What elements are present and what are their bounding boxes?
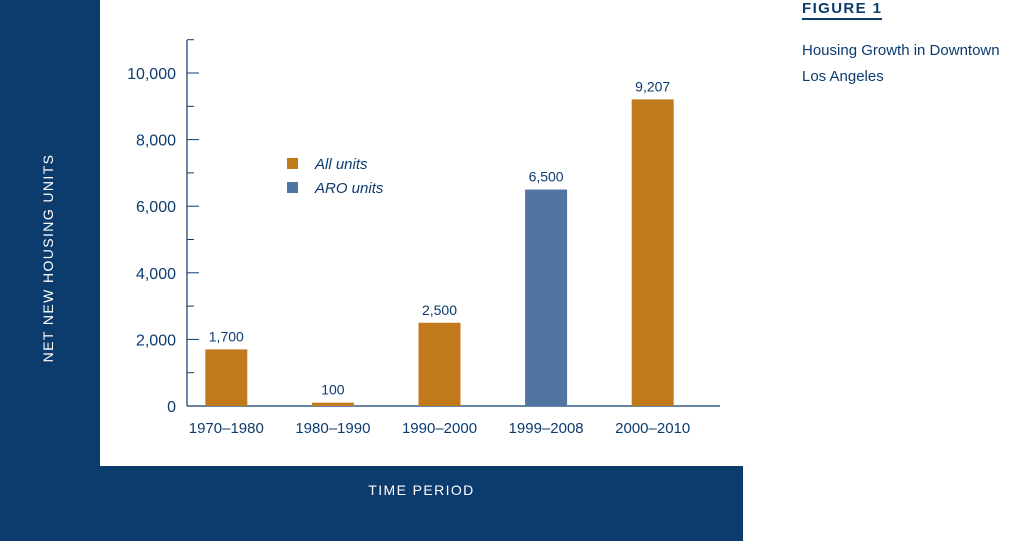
x-tick-label: 1990–2000: [402, 420, 477, 437]
bar: [311, 402, 354, 406]
bar: [205, 349, 248, 406]
bar: [525, 189, 568, 406]
y-tick-label: 4,000: [136, 266, 176, 283]
figure-title: Housing Growth in Downtown Los Angeles: [802, 42, 1000, 85]
legend-swatch: [287, 182, 298, 193]
bar-chart: 0 2,000 4,000 6,000 8,000 10,000 1,700 1970–19…: [127, 39, 720, 437]
data-label: 2,500: [422, 302, 457, 318]
data-label: 9,207: [635, 78, 670, 94]
x-tick-label: 1970–1980: [189, 420, 264, 437]
y-tick-label: 2,000: [136, 332, 176, 349]
bar: [418, 322, 461, 406]
y-tick-label: 10,000: [127, 66, 176, 83]
legend-swatch: [287, 158, 298, 169]
y-tick-label: 6,000: [136, 199, 176, 216]
legend-label: ARO units: [314, 180, 384, 197]
bar: [631, 99, 674, 407]
y-tick-label: 0: [167, 399, 176, 416]
data-label: 6,500: [529, 169, 564, 185]
figure-number: FIGURE 1: [802, 0, 883, 20]
data-label: 1,700: [209, 328, 244, 344]
x-tick-label: 1980–1990: [295, 420, 370, 437]
x-tick-label: 2000–2010: [615, 420, 690, 437]
x-axis-title: TIME PERIOD: [368, 482, 475, 498]
data-label: 100: [321, 382, 345, 398]
x-tick-label: 1999–2008: [509, 420, 584, 437]
legend-label: All units: [314, 156, 368, 173]
y-tick-label: 8,000: [136, 133, 176, 150]
